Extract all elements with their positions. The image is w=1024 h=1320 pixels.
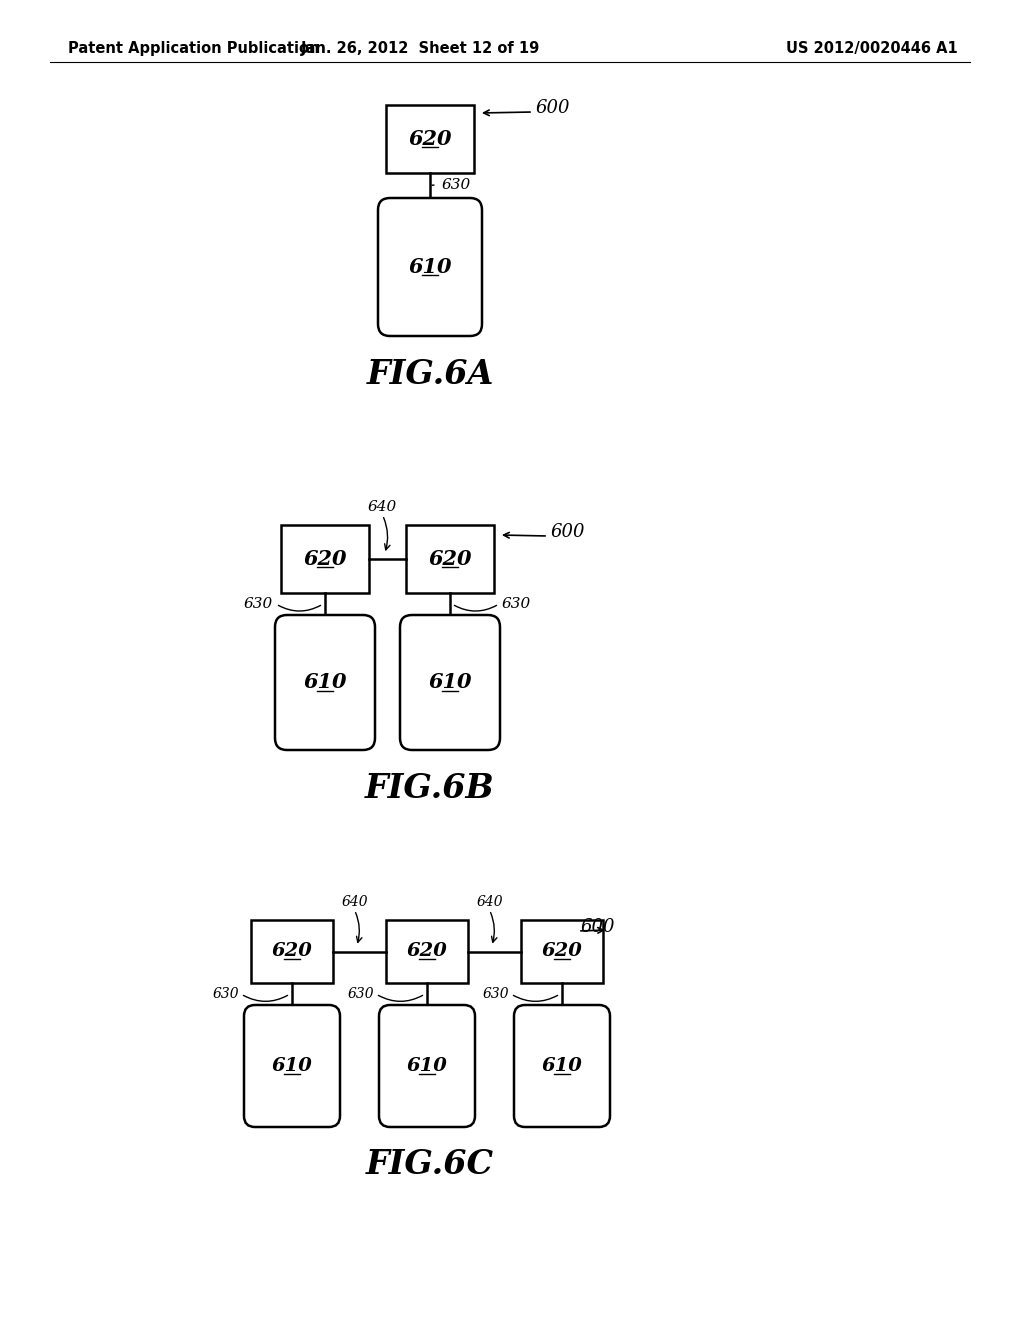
- Text: 620: 620: [409, 129, 452, 149]
- Bar: [406, 525, 494, 593]
- Text: 630: 630: [212, 987, 239, 1001]
- Text: 610: 610: [428, 672, 472, 693]
- Text: FIG.6A: FIG.6A: [367, 358, 494, 391]
- Bar: [251, 920, 333, 983]
- Text: 640: 640: [341, 895, 368, 909]
- Text: 640: 640: [476, 895, 503, 909]
- Text: 610: 610: [271, 1057, 312, 1074]
- FancyBboxPatch shape: [244, 1005, 340, 1127]
- Text: 610: 610: [303, 672, 347, 693]
- Text: FIG.6B: FIG.6B: [366, 771, 495, 804]
- Text: 630: 630: [482, 987, 509, 1001]
- Text: Patent Application Publication: Patent Application Publication: [68, 41, 319, 55]
- Bar: [386, 920, 468, 983]
- FancyBboxPatch shape: [514, 1005, 610, 1127]
- Text: 600: 600: [580, 917, 614, 936]
- FancyBboxPatch shape: [275, 615, 375, 750]
- Text: US 2012/0020446 A1: US 2012/0020446 A1: [786, 41, 958, 55]
- Text: 610: 610: [542, 1057, 583, 1074]
- Text: 600: 600: [550, 523, 585, 541]
- Text: 620: 620: [271, 942, 312, 961]
- Bar: [281, 525, 369, 593]
- Text: 620: 620: [303, 549, 347, 569]
- FancyBboxPatch shape: [400, 615, 500, 750]
- Text: 610: 610: [407, 1057, 447, 1074]
- Text: 630: 630: [442, 178, 471, 191]
- FancyBboxPatch shape: [378, 198, 482, 337]
- Bar: [521, 920, 603, 983]
- Bar: [386, 106, 474, 173]
- Text: 620: 620: [428, 549, 472, 569]
- Text: 630: 630: [502, 597, 531, 611]
- Text: 600: 600: [535, 99, 569, 117]
- Text: 610: 610: [409, 257, 452, 277]
- Text: 640: 640: [368, 500, 397, 513]
- Text: FIG.6C: FIG.6C: [366, 1148, 494, 1181]
- FancyBboxPatch shape: [379, 1005, 475, 1127]
- Text: Jan. 26, 2012  Sheet 12 of 19: Jan. 26, 2012 Sheet 12 of 19: [300, 41, 540, 55]
- Text: 620: 620: [407, 942, 447, 961]
- Text: 630: 630: [244, 597, 273, 611]
- Text: 630: 630: [347, 987, 374, 1001]
- Text: 620: 620: [542, 942, 583, 961]
